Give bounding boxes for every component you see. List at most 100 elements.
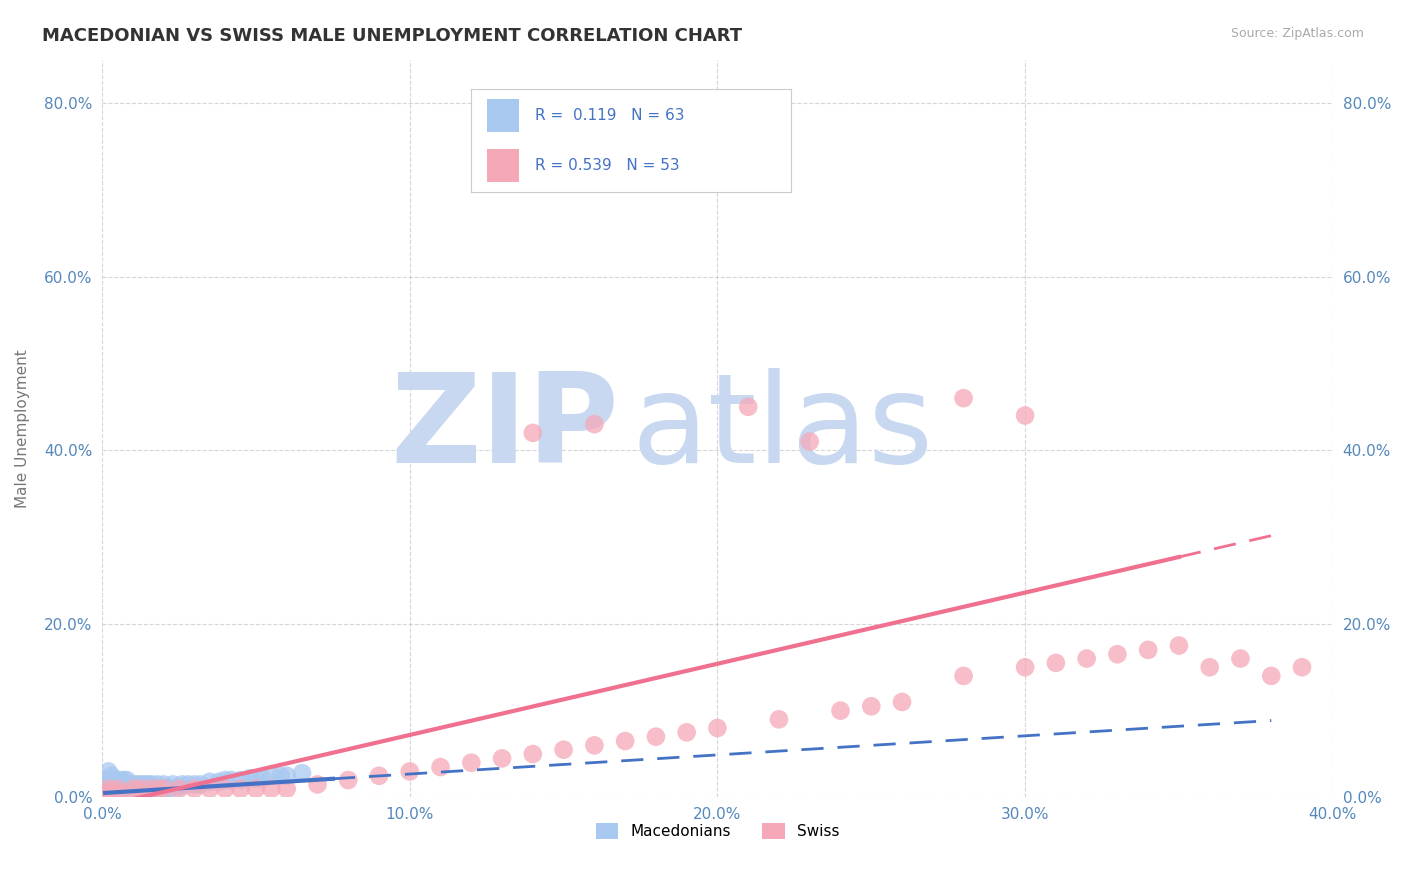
Point [952,391,974,405]
Point [198,781,221,796]
Point [128,781,150,796]
Point [891,695,914,709]
Point [460,756,482,770]
Point [110,781,132,796]
Point [115,777,138,791]
Point [107,781,129,796]
Point [260,769,283,783]
Point [799,434,821,449]
Point [131,777,153,791]
Point [122,781,145,796]
Point [190,777,212,791]
Point [675,725,697,739]
Point [1168,639,1191,653]
Point [152,777,174,791]
Point [830,704,852,718]
Point [122,786,145,800]
Point [229,773,252,788]
Point [1260,669,1282,683]
Point [1045,656,1067,670]
Text: ZIP: ZIP [391,368,619,489]
Point [368,769,391,783]
Point [125,781,148,796]
Point [131,781,153,796]
Point [162,777,184,791]
Point [177,777,200,791]
Point [214,773,236,788]
Point [183,777,205,791]
Point [860,699,883,714]
Point [398,764,420,779]
Point [107,786,129,800]
Point [146,777,169,791]
Point [221,773,243,788]
Point [522,425,544,440]
Point [239,772,262,786]
Point [1014,409,1036,423]
Point [583,417,606,432]
Point [112,777,135,791]
Point [103,773,125,788]
Point [198,774,221,789]
Point [107,781,129,796]
Point [276,769,298,783]
Point [737,400,759,414]
Point [125,777,148,791]
Point [136,781,159,796]
Point [952,669,974,683]
Point [1076,651,1098,665]
Point [141,781,163,796]
Point [94,786,117,800]
Point [136,777,159,791]
Point [122,781,145,796]
Point [276,781,298,796]
Point [172,777,194,791]
Point [100,769,122,783]
Point [1014,660,1036,674]
Point [141,777,163,791]
Point [1291,660,1313,674]
Point [250,772,273,786]
Point [115,773,138,788]
Point [183,781,205,796]
Legend: Macedonians, Swiss: Macedonians, Swiss [589,817,845,845]
Point [94,773,117,788]
Point [307,777,329,791]
Point [146,781,169,796]
Point [118,781,141,796]
Point [167,781,190,796]
Point [553,742,575,756]
Point [122,777,145,791]
Point [97,781,120,796]
Point [260,781,283,796]
Point [152,781,174,796]
Point [706,721,728,735]
Point [134,777,156,791]
Point [112,773,135,788]
Point [100,786,122,800]
Point [128,781,150,796]
Point [143,781,166,796]
Point [156,781,179,796]
Point [337,773,360,788]
Point [128,777,150,791]
Point [229,781,252,796]
Text: atlas: atlas [631,368,934,489]
Point [107,777,129,791]
Point [146,781,169,796]
Point [167,780,190,794]
Point [429,760,451,774]
Point [1107,647,1129,661]
Point [491,751,513,765]
Point [134,781,156,796]
Point [214,781,236,796]
Point [1137,643,1160,657]
Y-axis label: Male Unemployment: Male Unemployment [15,349,30,508]
Point [270,769,292,783]
Text: Source: ZipAtlas.com: Source: ZipAtlas.com [1230,27,1364,40]
Point [159,781,181,796]
Point [245,772,267,786]
Point [110,777,132,791]
Point [110,773,132,788]
Point [136,781,159,796]
